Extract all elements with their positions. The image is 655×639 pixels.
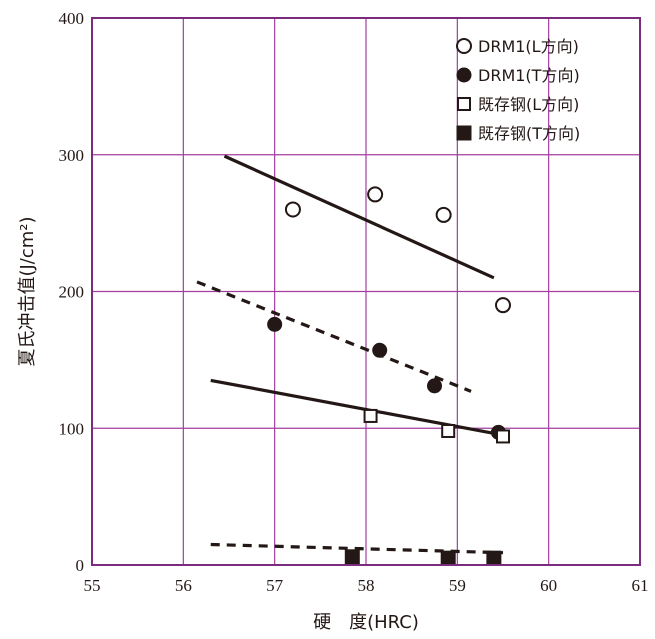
data-point-open-circle xyxy=(284,201,301,218)
x-tick-label: 57 xyxy=(266,576,284,595)
x-tick-label: 58 xyxy=(358,576,375,595)
y-axis-label: 夏氏冲击值(J/cm²) xyxy=(17,216,38,366)
data-point-open-square xyxy=(363,408,378,423)
y-tick-label: 400 xyxy=(59,9,85,28)
data-point-filled-circle xyxy=(372,342,388,358)
plot-frame xyxy=(91,17,641,566)
x-tick-labels: 55 56 57 58 59 60 61 xyxy=(84,576,649,595)
legend-label: DRM1(T方向) xyxy=(478,66,580,85)
x-tick-label: 60 xyxy=(540,576,557,595)
x-tick-label: 59 xyxy=(449,576,466,595)
trend-line-solid-2 xyxy=(210,378,504,437)
data-point-open-square xyxy=(496,429,510,444)
data-point-filled-square xyxy=(344,549,360,565)
data-point-filled-circle xyxy=(267,316,283,332)
trend-line-dashed-1 xyxy=(196,280,472,393)
data-point-open-circle xyxy=(367,186,384,203)
legend-marker-open-square xyxy=(457,97,471,111)
data-markers xyxy=(267,186,511,566)
legend-label: DRM1(L方向) xyxy=(478,37,579,56)
trend-line-solid-0 xyxy=(223,154,495,280)
legend-marker-filled-square xyxy=(456,125,472,141)
data-point-open-circle xyxy=(435,206,452,223)
legend-label: 既存钢(T方向) xyxy=(478,124,580,143)
x-axis-label: 硬 度(HRC) xyxy=(313,612,419,633)
data-point-filled-square xyxy=(440,550,456,566)
data-point-open-circle xyxy=(495,297,511,314)
x-tick-label: 56 xyxy=(175,576,192,595)
y-tick-label: 100 xyxy=(59,419,85,438)
x-tick-label: 55 xyxy=(84,576,101,595)
y-tick-label: 300 xyxy=(59,146,85,165)
data-point-open-square xyxy=(441,423,456,438)
legend-marker-open-circle xyxy=(456,38,472,54)
x-tick-label: 61 xyxy=(632,576,649,595)
legend: DRM1(L方向) DRM1(T方向) 既存钢(L方向) 既存钢(T方向) xyxy=(456,37,580,143)
legend-marker-filled-circle xyxy=(456,67,472,83)
y-tick-labels: 0 100 200 300 400 xyxy=(59,9,85,575)
data-point-filled-square xyxy=(486,550,502,566)
y-tick-label: 0 xyxy=(76,556,85,575)
data-point-filled-circle xyxy=(427,378,442,394)
legend-label: 既存钢(L方向) xyxy=(478,95,579,114)
y-tick-label: 200 xyxy=(59,283,85,302)
